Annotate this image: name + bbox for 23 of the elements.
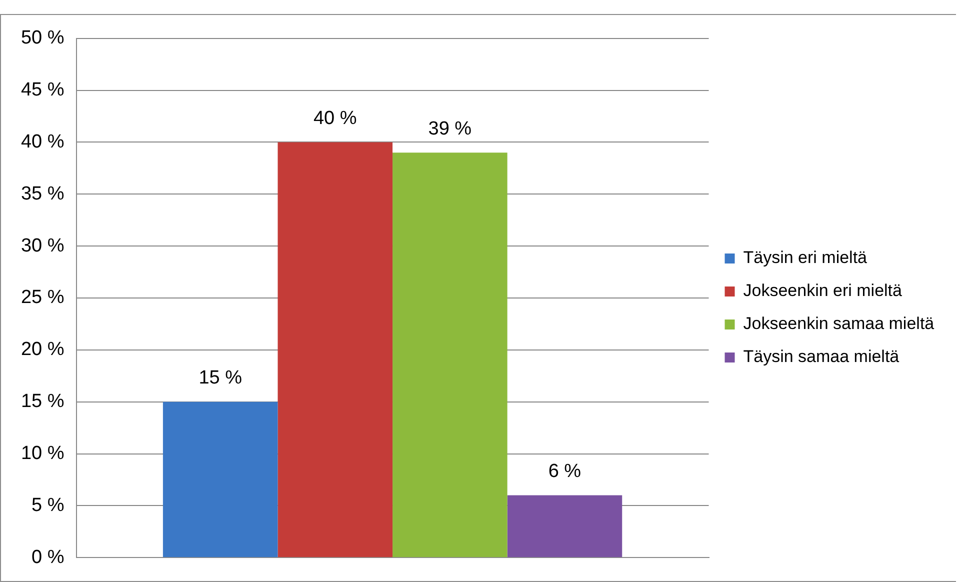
y-tick-label: 30 %: [20, 235, 64, 256]
bar: [162, 402, 278, 558]
legend-label: Täysin samaa mieltä: [743, 347, 900, 366]
data-label: 6 %: [548, 461, 582, 482]
data-label: 40 %: [313, 108, 357, 129]
bar: [507, 495, 622, 558]
bar: [392, 152, 508, 558]
data-label: 15 %: [198, 368, 242, 389]
legend-label: Jokseenkin eri mieltä: [743, 281, 903, 300]
y-tick-label: 40 %: [20, 131, 64, 152]
y-tick-label: 35 %: [20, 183, 64, 204]
y-tick-label: 15 %: [20, 391, 64, 412]
y-tick-label: 20 %: [20, 339, 64, 360]
y-tick-label: 25 %: [20, 287, 64, 308]
bar: [278, 142, 393, 558]
y-tick-label: 10 %: [20, 442, 64, 464]
y-tick-label: 50 %: [20, 28, 64, 49]
legend-label: Jokseenkin samaa mieltä: [743, 314, 935, 334]
y-tick-label: 5 %: [32, 494, 64, 516]
legend-label: Täysin eri mieltä: [743, 248, 868, 268]
data-label: 39 %: [428, 118, 472, 140]
y-tick-label: 0 %: [32, 546, 64, 568]
y-tick-label: 45 %: [20, 80, 64, 101]
